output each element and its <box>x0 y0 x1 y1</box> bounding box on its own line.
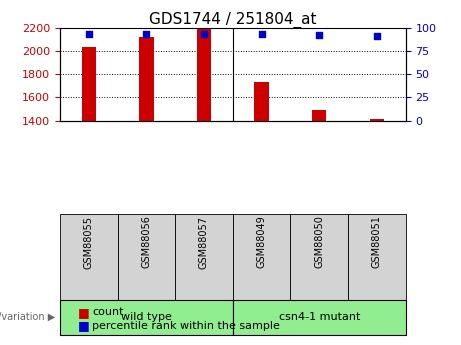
Text: ■: ■ <box>78 319 90 333</box>
Text: GSM88050: GSM88050 <box>314 216 324 268</box>
Point <box>142 31 150 37</box>
Text: GSM88055: GSM88055 <box>84 216 94 269</box>
Text: wild type: wild type <box>121 313 172 322</box>
Bar <box>82 47 96 121</box>
Bar <box>312 110 326 121</box>
Text: percentile rank within the sample: percentile rank within the sample <box>92 321 280 331</box>
Text: genotype/variation ▶: genotype/variation ▶ <box>0 313 55 322</box>
Bar <box>254 82 269 121</box>
Point <box>258 31 266 37</box>
Bar <box>197 28 211 121</box>
Point <box>315 32 323 38</box>
Point <box>373 33 381 39</box>
Text: GSM88049: GSM88049 <box>257 216 266 268</box>
Text: count: count <box>92 307 124 317</box>
Text: GSM88056: GSM88056 <box>142 216 151 268</box>
Text: ■: ■ <box>78 306 90 319</box>
Text: GSM88051: GSM88051 <box>372 216 382 268</box>
Bar <box>139 37 154 121</box>
Point <box>200 31 207 37</box>
Point <box>85 31 92 37</box>
Title: GDS1744 / 251804_at: GDS1744 / 251804_at <box>149 11 317 28</box>
Text: GSM88057: GSM88057 <box>199 216 209 269</box>
Text: csn4-1 mutant: csn4-1 mutant <box>278 313 360 322</box>
Bar <box>370 119 384 121</box>
